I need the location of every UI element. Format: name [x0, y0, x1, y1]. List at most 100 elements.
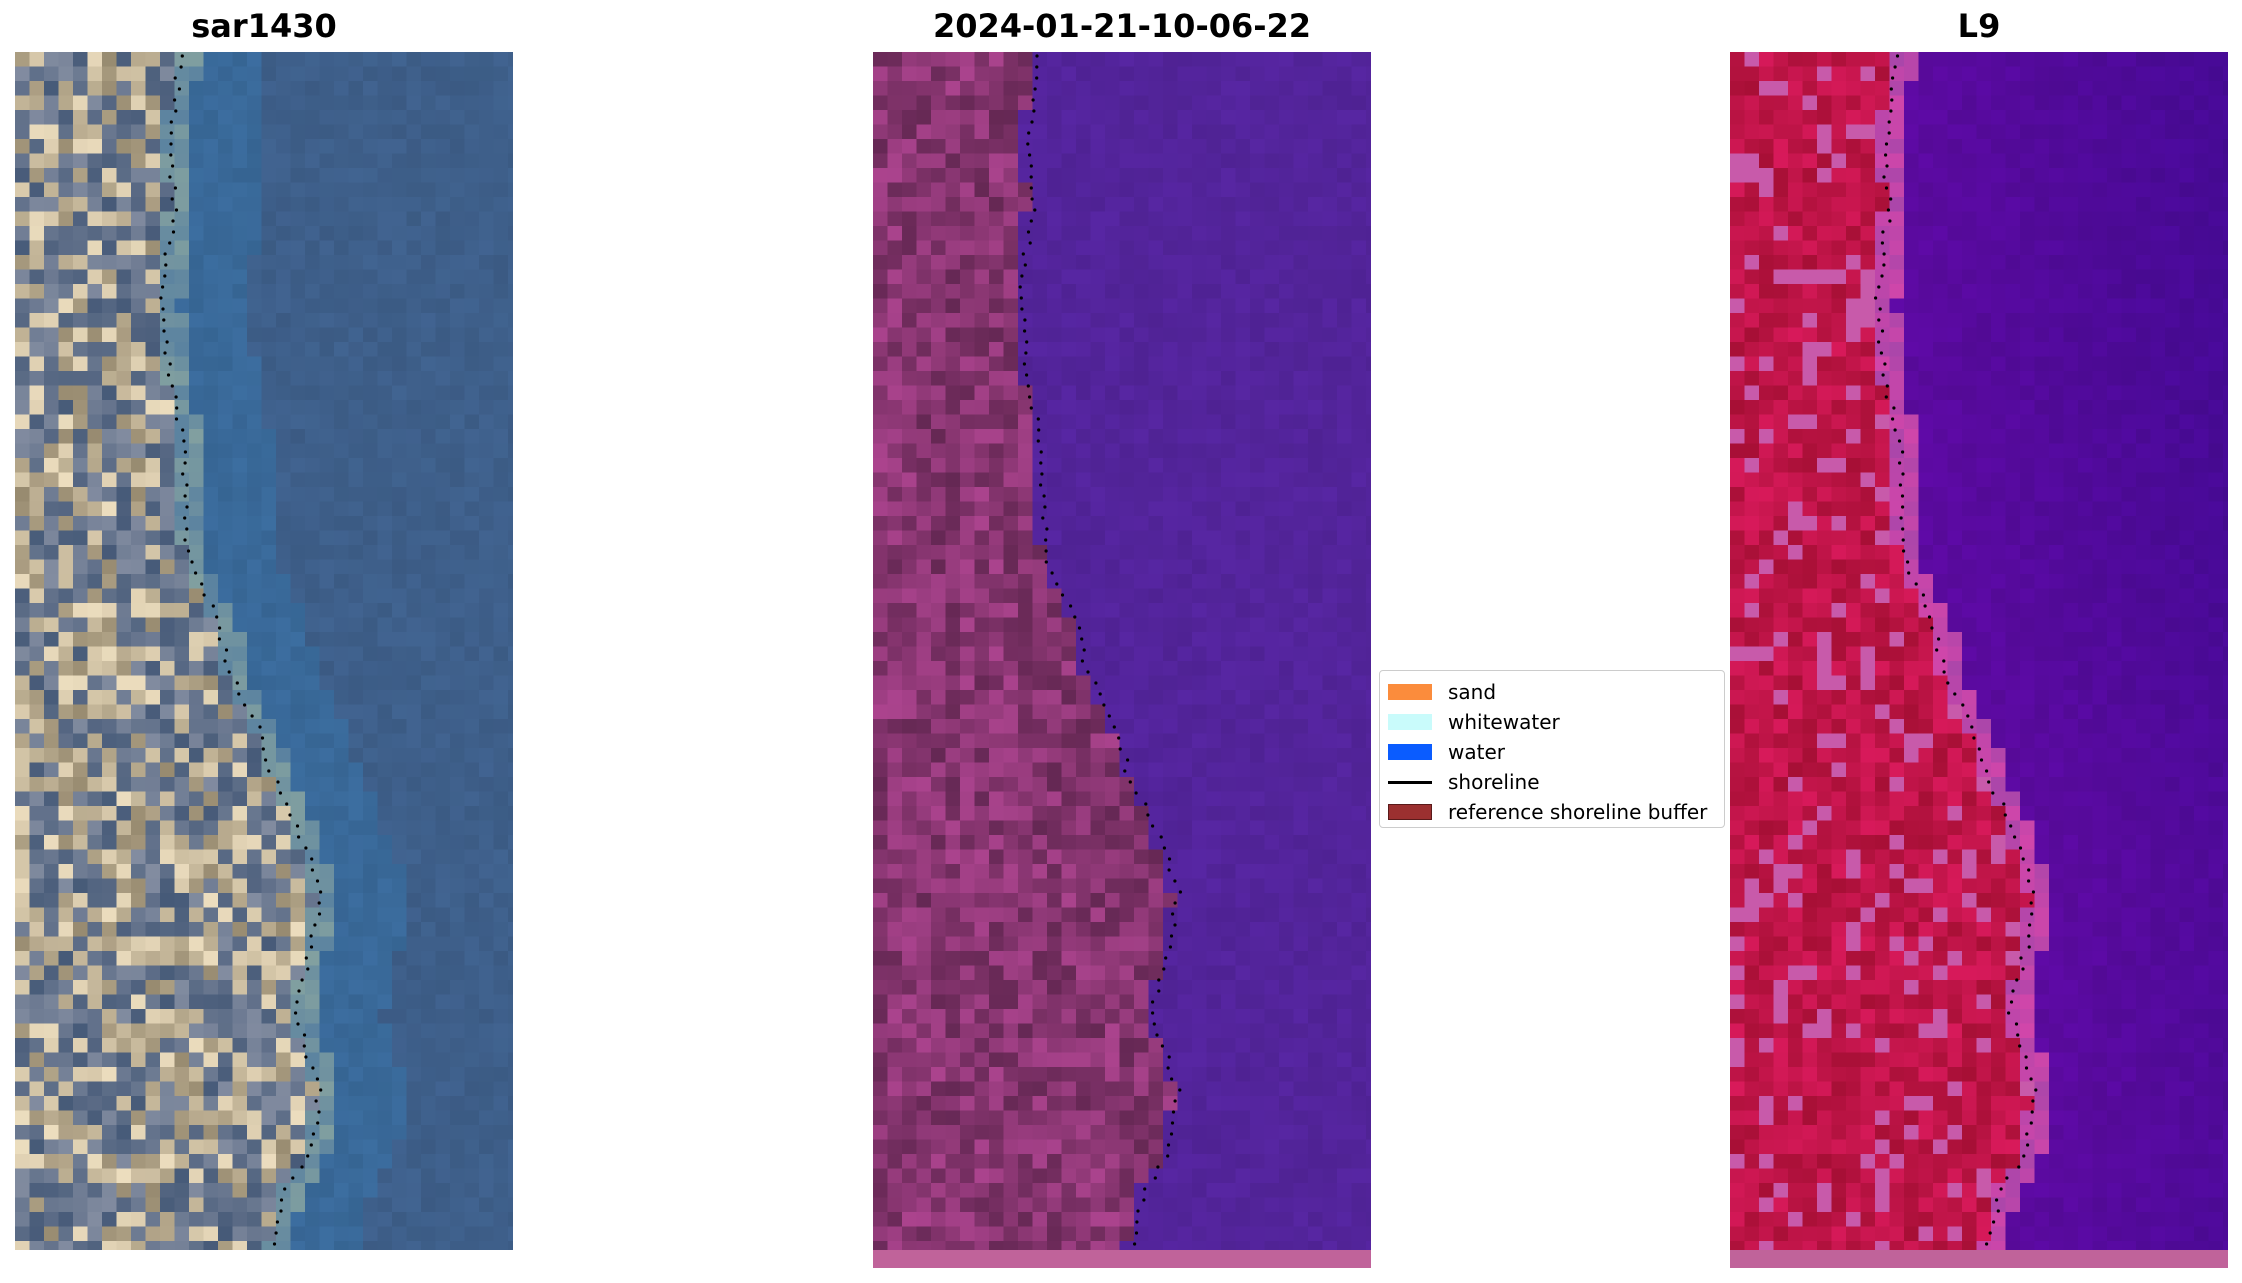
image-pixel	[44, 110, 60, 126]
image-pixel	[377, 632, 393, 648]
image-pixel	[435, 849, 451, 865]
image-pixel	[261, 777, 277, 793]
image-pixel	[1264, 197, 1280, 213]
image-pixel	[218, 371, 234, 387]
image-pixel	[1250, 66, 1266, 82]
image-pixel	[247, 878, 263, 894]
image-pixel	[290, 980, 306, 996]
image-pixel	[334, 1023, 350, 1039]
image-pixel	[58, 95, 74, 111]
image-pixel	[102, 356, 118, 372]
image-pixel	[1308, 226, 1324, 242]
image-pixel	[1047, 327, 1063, 343]
image-pixel	[435, 922, 451, 938]
image-pixel	[1264, 66, 1280, 82]
image-pixel	[261, 356, 277, 372]
image-pixel	[102, 182, 118, 198]
image-pixel	[1337, 574, 1353, 590]
image-pixel	[276, 661, 292, 677]
image-pixel	[960, 414, 976, 430]
image-pixel	[189, 994, 205, 1010]
image-pixel	[203, 574, 219, 590]
image-pixel	[305, 733, 321, 749]
image-pixel	[261, 704, 277, 720]
image-pixel	[131, 545, 147, 561]
image-pixel	[1235, 255, 1251, 271]
image-pixel	[493, 661, 509, 677]
image-pixel	[406, 733, 422, 749]
image-pixel	[29, 922, 45, 938]
image-pixel	[450, 530, 466, 546]
image-pixel	[1018, 617, 1034, 633]
image-pixel	[873, 777, 889, 793]
image-pixel	[116, 240, 132, 256]
image-pixel	[421, 1067, 437, 1083]
image-pixel	[508, 342, 513, 358]
image-pixel	[203, 545, 219, 561]
image-pixel	[1134, 733, 1150, 749]
image-pixel	[247, 298, 263, 314]
image-pixel	[916, 168, 932, 184]
image-pixel	[73, 414, 89, 430]
image-pixel	[1192, 719, 1208, 735]
image-pixel	[479, 1110, 495, 1126]
image-pixel	[1337, 52, 1353, 68]
image-pixel	[363, 487, 379, 503]
image-pixel	[334, 1067, 350, 1083]
image-pixel	[1018, 661, 1034, 677]
image-pixel	[131, 893, 147, 909]
image-pixel	[1163, 849, 1179, 865]
shoreline-point	[174, 109, 178, 113]
image-pixel	[1206, 719, 1222, 735]
image-pixel	[290, 1096, 306, 1112]
image-pixel	[58, 864, 74, 880]
image-pixel	[377, 255, 393, 271]
image-pixel	[232, 342, 248, 358]
image-pixel	[203, 632, 219, 648]
image-pixel	[464, 240, 480, 256]
image-pixel	[334, 878, 350, 894]
image-pixel	[44, 226, 60, 242]
shoreline-point	[294, 1011, 298, 1015]
image-pixel	[1003, 806, 1019, 822]
image-pixel	[145, 1212, 161, 1228]
image-pixel	[73, 632, 89, 648]
image-pixel	[989, 414, 1005, 430]
image-pixel	[887, 864, 903, 880]
image-pixel	[945, 791, 961, 807]
image-pixel	[1192, 704, 1208, 720]
image-pixel	[1206, 733, 1222, 749]
image-pixel	[44, 356, 60, 372]
image-pixel	[916, 356, 932, 372]
image-pixel	[203, 661, 219, 677]
image-pixel	[1003, 298, 1019, 314]
image-pixel	[232, 1081, 248, 1097]
image-pixel	[1032, 545, 1048, 561]
image-pixel	[902, 849, 918, 865]
image-pixel	[1235, 603, 1251, 619]
image-pixel	[261, 994, 277, 1010]
image-pixel	[479, 878, 495, 894]
image-pixel	[189, 1139, 205, 1155]
image-pixel	[1250, 284, 1266, 300]
image-pixel	[1148, 588, 1164, 604]
image-pixel	[1308, 588, 1324, 604]
image-pixel	[989, 313, 1005, 329]
image-pixel	[1090, 748, 1106, 764]
image-pixel	[218, 1009, 234, 1025]
image-pixel	[377, 1038, 393, 1054]
image-pixel	[464, 617, 480, 633]
image-pixel	[247, 168, 263, 184]
image-pixel	[44, 748, 60, 764]
image-pixel	[1134, 139, 1150, 155]
image-pixel	[902, 52, 918, 68]
image-pixel	[931, 371, 947, 387]
image-pixel	[464, 400, 480, 416]
image-pixel	[974, 777, 990, 793]
image-pixel	[931, 211, 947, 227]
image-pixel	[1177, 139, 1193, 155]
image-pixel	[435, 777, 451, 793]
image-pixel	[261, 588, 277, 604]
image-pixel	[203, 675, 219, 691]
image-pixel	[44, 777, 60, 793]
